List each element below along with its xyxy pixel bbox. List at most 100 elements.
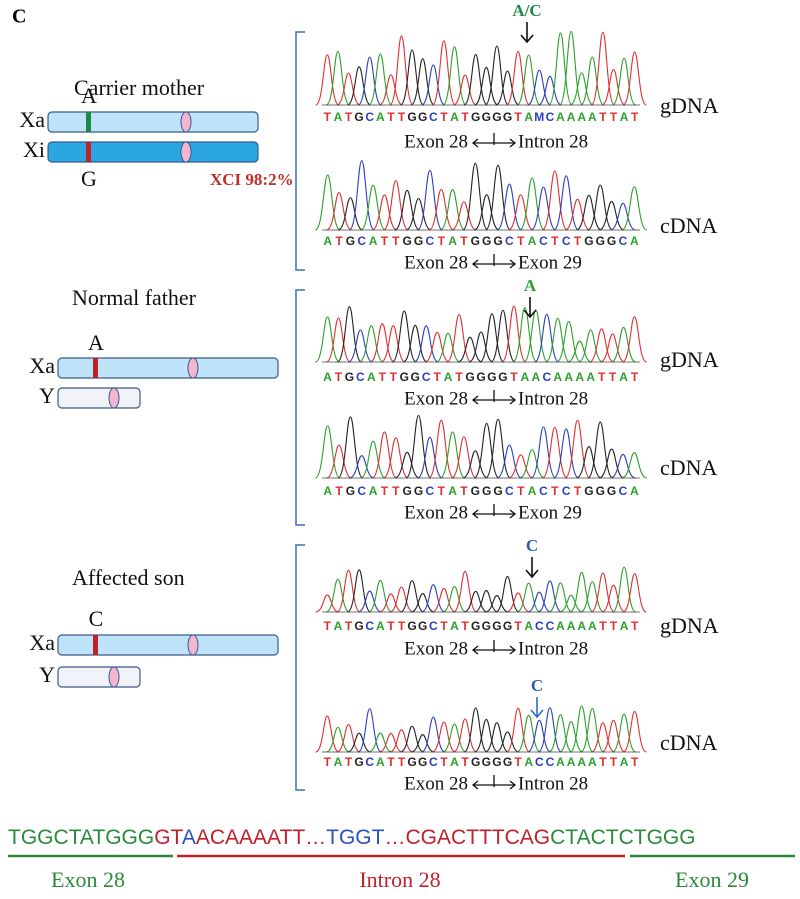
peak <box>587 421 614 479</box>
variant-call: C <box>526 536 538 555</box>
sample: cDNA <box>660 730 718 755</box>
peak <box>508 194 534 231</box>
sample: gDNA <box>660 93 719 118</box>
bracket <box>295 31 305 271</box>
peak <box>337 197 364 231</box>
sample: gDNA <box>660 613 719 638</box>
region-right: Exon 29 <box>518 502 582 523</box>
peak <box>357 590 382 613</box>
peak <box>442 723 467 753</box>
peak <box>463 707 488 753</box>
peak <box>580 707 605 753</box>
peak <box>495 575 520 613</box>
region-right: Exon 29 <box>518 252 582 273</box>
peak <box>357 56 382 106</box>
peak <box>495 731 520 753</box>
centromere <box>187 634 199 656</box>
peak <box>453 570 478 613</box>
peak <box>473 194 500 231</box>
peak <box>506 592 530 613</box>
peak <box>347 732 371 753</box>
peak <box>527 719 552 753</box>
peak <box>383 437 409 479</box>
peak <box>348 160 375 231</box>
peak <box>421 716 446 753</box>
peak <box>576 445 602 479</box>
peak <box>600 333 625 363</box>
peak <box>553 428 580 479</box>
peak <box>371 194 398 231</box>
peak <box>410 734 435 753</box>
peak <box>357 708 382 753</box>
peak <box>394 189 420 231</box>
region-left: Exon 28 <box>404 773 468 794</box>
peak <box>360 184 386 231</box>
peak <box>314 425 341 479</box>
peak <box>442 585 467 613</box>
peak <box>314 316 341 363</box>
peak <box>545 317 571 363</box>
peak <box>590 31 616 106</box>
peak <box>559 720 583 753</box>
peak <box>359 325 384 363</box>
peak <box>379 74 403 106</box>
peak <box>451 201 477 231</box>
peak <box>439 189 466 231</box>
region-left: Exon 28 <box>404 502 468 523</box>
allele-band <box>86 142 91 162</box>
peak <box>598 448 625 479</box>
sample: cDNA <box>660 213 718 238</box>
allele: A <box>81 83 97 108</box>
panel-title: Normal father <box>72 285 197 310</box>
peak <box>495 70 520 106</box>
peak <box>505 707 531 753</box>
peak <box>402 324 428 363</box>
peak <box>399 49 425 106</box>
variant-call: A/C <box>512 1 541 20</box>
peak <box>587 184 614 231</box>
junction-arrows <box>471 390 517 405</box>
peak <box>326 192 352 231</box>
panel-title: Carrier mother <box>74 75 205 100</box>
peak <box>516 54 541 106</box>
sequence-segment: CTACTCTGGG <box>550 826 695 849</box>
peak <box>537 580 562 613</box>
peak <box>548 582 573 613</box>
peak <box>474 66 499 106</box>
peak <box>336 569 361 613</box>
peak <box>379 732 403 753</box>
peak <box>410 593 435 613</box>
peak <box>368 579 393 613</box>
peak <box>538 75 562 106</box>
peak <box>548 32 573 106</box>
junction-arrows <box>471 133 517 148</box>
centromere <box>108 387 120 409</box>
variant-arrow <box>520 22 534 44</box>
peak <box>505 50 531 106</box>
peak <box>348 329 373 363</box>
peak <box>569 72 594 106</box>
peak <box>326 444 352 479</box>
variant-call: A <box>524 276 537 295</box>
peak <box>473 422 500 479</box>
peak <box>382 180 409 231</box>
peak <box>580 56 605 106</box>
peak <box>431 40 457 106</box>
peak <box>569 705 594 753</box>
peak <box>463 590 488 613</box>
variant-arrow <box>530 697 544 719</box>
sequence-segment: A <box>182 826 196 849</box>
peak <box>413 325 439 363</box>
centromere <box>108 666 120 688</box>
variant-call: C <box>531 676 543 695</box>
peak <box>417 436 443 479</box>
peak <box>368 732 393 753</box>
peak <box>569 571 594 613</box>
peak <box>442 46 467 106</box>
region-left: Exon 28 <box>404 131 468 152</box>
peak <box>421 64 446 106</box>
peak <box>479 313 505 363</box>
peak <box>368 53 393 106</box>
bracket <box>295 289 305 526</box>
